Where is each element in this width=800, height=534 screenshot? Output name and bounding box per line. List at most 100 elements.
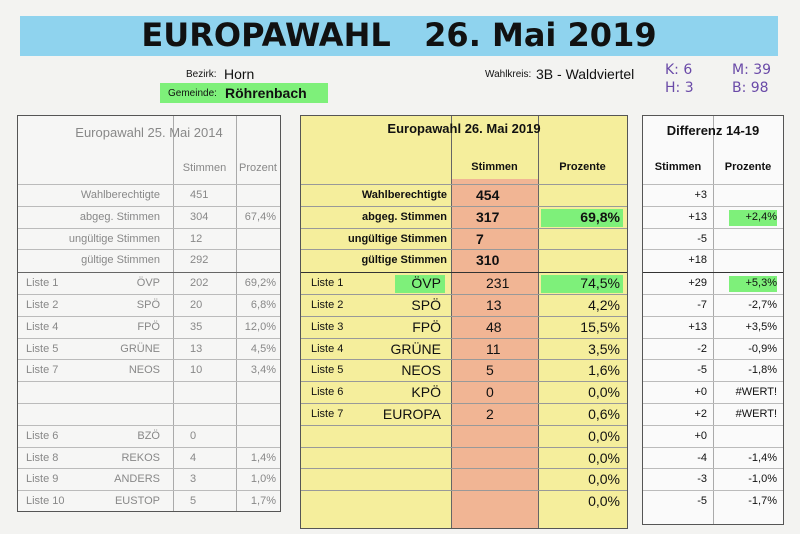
row-stimmen: -7 xyxy=(697,299,707,311)
row-stimmen: 3 xyxy=(190,473,197,486)
row-prozent xyxy=(236,250,276,272)
table-row: Wahlberechtigte 451 xyxy=(18,184,280,207)
row-stimmen: +0 xyxy=(694,429,707,442)
row-stimmen: +13 xyxy=(688,320,707,333)
table-row: Liste 6 BZÖ 0 xyxy=(18,424,280,448)
row-prozent: 0,0% xyxy=(588,471,620,488)
row-prozent: 74,5% xyxy=(580,275,620,292)
table-row: Liste 3 FPÖ 48 15,5% xyxy=(301,315,627,339)
table-row: gültige Stimmen 310 xyxy=(301,249,627,272)
row-stimmen: 0 xyxy=(190,429,197,442)
row-prozent: 6,8% xyxy=(250,299,276,311)
row-liste xyxy=(26,404,86,426)
row-party: EUROPA xyxy=(382,406,441,422)
table-row: ungültige Stimmen 12 xyxy=(18,227,280,251)
row-prozent: 0,0% xyxy=(588,449,620,466)
table-row xyxy=(18,403,280,426)
row-party: FPÖ xyxy=(412,318,441,335)
row-stimmen: 35 xyxy=(190,320,203,333)
table-diff-col-stimmen: Stimmen xyxy=(654,161,702,173)
handnote-b: B: 98 xyxy=(732,80,769,96)
table-row: Liste 8 REKOS 4 1,4% xyxy=(18,446,280,470)
row-label: abgeg. Stimmen xyxy=(79,210,160,223)
row-party: ÖVP xyxy=(411,275,441,292)
table-row: Liste 6 KPÖ 0 0,0% xyxy=(301,381,627,404)
gemeinde-highlight xyxy=(160,83,328,103)
table-row: Liste 5 NEOS 5 1,6% xyxy=(301,359,627,382)
row-stimmen: 304 xyxy=(190,210,209,223)
row-label: Wahlberechtigte xyxy=(361,189,447,201)
row-stimmen: -5 xyxy=(697,364,707,377)
handnote-k: K: 6 xyxy=(665,62,693,78)
row-stimmen: 0 xyxy=(486,384,494,401)
row-prozent xyxy=(236,229,276,251)
table-row: -2 -0,9% xyxy=(643,337,783,361)
gemeinde-value: Röhrenbach xyxy=(225,85,307,101)
row-stimmen: 202 xyxy=(190,277,209,290)
table-row: Liste 10 EUSTOP 5 1,7% xyxy=(18,490,280,513)
row-stimmen: 7 xyxy=(476,230,484,247)
row-party xyxy=(78,382,160,404)
row-party: GRÜNE xyxy=(120,342,160,355)
row-prozent: +3,5% xyxy=(745,320,778,333)
row-stimmen: +18 xyxy=(688,254,707,267)
table-row: Liste 7 NEOS 10 3,4% xyxy=(18,359,280,382)
row-party xyxy=(361,491,441,513)
title-banner xyxy=(20,16,778,56)
table-row: Liste 4 FPÖ 35 12,0% xyxy=(18,315,280,339)
row-stimmen: 317 xyxy=(476,208,500,225)
row-stimmen xyxy=(486,448,536,470)
table-2014-col-stimmen: Stimmen xyxy=(182,162,227,174)
row-prozent: 1,0% xyxy=(250,473,276,486)
row-stimmen: 292 xyxy=(190,254,209,267)
table-2014-col-prozent: Prozent xyxy=(239,162,277,174)
row-prozent: 3,4% xyxy=(250,364,276,377)
row-liste: Liste 5 xyxy=(311,364,344,377)
table-2019-col-stimmen: Stimmen xyxy=(471,161,518,173)
row-prozent xyxy=(538,185,620,207)
row-stimmen: 231 xyxy=(486,275,510,292)
row-prozent: +5,3% xyxy=(745,277,778,290)
table-diff-col-prozente: Prozente xyxy=(724,161,772,173)
row-stimmen: +2 xyxy=(694,408,707,420)
row-prozent: 1,7% xyxy=(250,495,276,508)
row-prozent: 0,6% xyxy=(588,406,620,422)
row-party xyxy=(361,426,441,448)
table-row: Liste 5 GRÜNE 13 4,5% xyxy=(18,337,280,361)
row-stimmen: 5 xyxy=(190,495,197,508)
row-prozent: 15,5% xyxy=(580,318,620,335)
table-row: 0,0% xyxy=(301,468,627,491)
row-prozent: #WERT! xyxy=(735,386,777,399)
percent-highlight xyxy=(541,275,623,294)
percent-highlight xyxy=(541,208,623,227)
row-party: REKOS xyxy=(121,451,160,464)
row-party: SPÖ xyxy=(411,297,441,313)
row-stimmen xyxy=(486,469,536,491)
row-stimmen: +3 xyxy=(694,189,707,201)
row-stimmen: 4 xyxy=(190,451,197,464)
table-row: +3 xyxy=(643,184,783,207)
row-prozent: 12,0% xyxy=(244,320,276,333)
row-stimmen: +0 xyxy=(694,386,707,399)
row-prozent: 0,0% xyxy=(588,493,620,510)
table-row: -7 -2,7% xyxy=(643,294,783,317)
row-stimmen: 454 xyxy=(476,187,500,203)
row-prozent: -1,7% xyxy=(748,495,777,508)
row-liste: Liste 8 xyxy=(26,451,59,464)
row-party: KPÖ xyxy=(411,384,441,401)
row-prozent: -2,7% xyxy=(748,299,777,311)
handnote-m: M: 39 xyxy=(732,62,772,78)
table-row: Liste 2 SPÖ 13 4,2% xyxy=(301,294,627,317)
table-row: +13 +3,5% xyxy=(643,315,783,339)
row-prozent xyxy=(713,185,777,207)
row-stimmen: 13 xyxy=(190,342,203,355)
table-row: -3 -1,0% xyxy=(643,468,783,491)
percent-highlight xyxy=(729,276,777,293)
row-label: gültige Stimmen xyxy=(81,254,160,267)
row-label: abgeg. Stimmen xyxy=(362,210,447,223)
row-label: gültige Stimmen xyxy=(361,254,447,267)
row-prozent xyxy=(236,185,276,207)
table-row xyxy=(18,381,280,404)
table-row: ungültige Stimmen 7 xyxy=(301,227,627,251)
table-row: Liste 1 ÖVP 202 69,2% xyxy=(18,272,280,295)
